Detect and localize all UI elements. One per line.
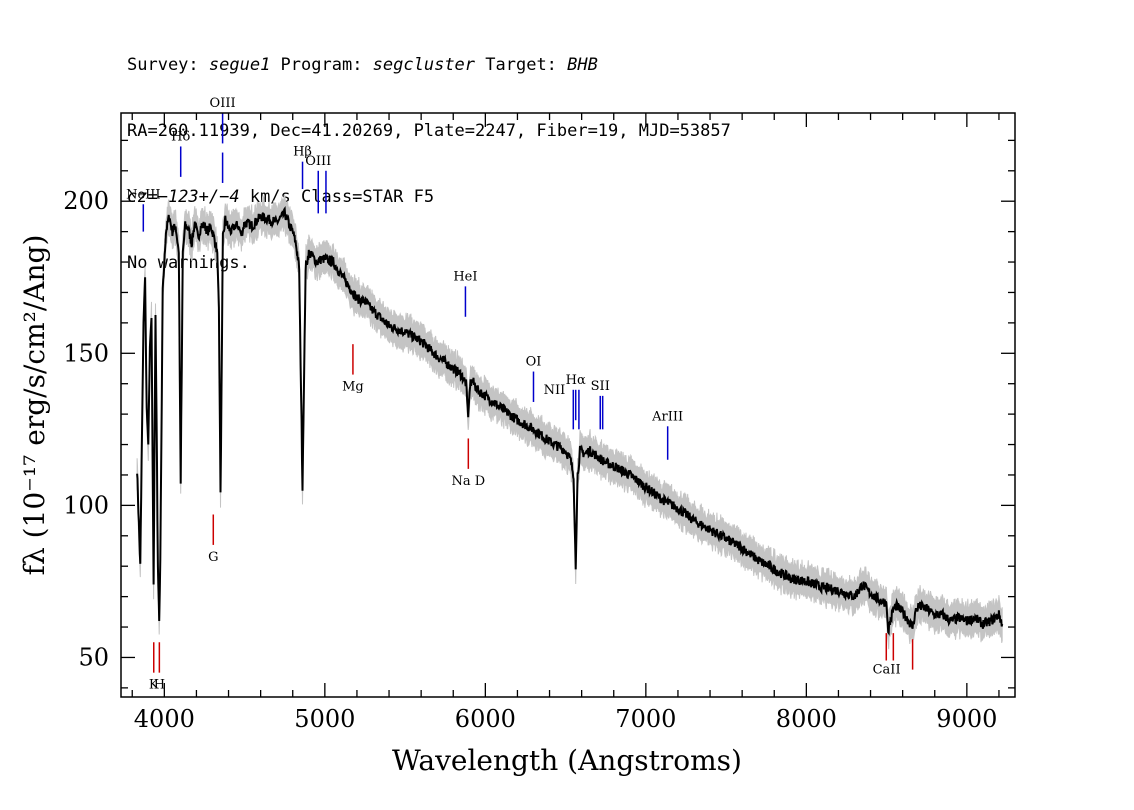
survey-label: Survey: <box>127 55 209 75</box>
flux-layer <box>136 205 1004 636</box>
program-label: Program: <box>270 55 373 75</box>
axis-ticks-layer: 4000 5000 6000 7000 8000 9000 50 100 150 200 <box>63 113 1015 733</box>
redshift-value: cz=−123+/−4 <box>127 187 240 207</box>
spectral-line-label: G <box>208 550 218 565</box>
x-tick-label: 8000 <box>776 705 837 733</box>
spectral-line-label: K <box>149 678 159 693</box>
spectral-line-label: OIII <box>305 154 331 169</box>
x-tick-label: 7000 <box>615 705 676 733</box>
plot-frame <box>120 112 1016 698</box>
target-label: Target: <box>475 55 568 75</box>
spectral-line-label: NeIII <box>126 187 160 202</box>
spectral-line-label: OI <box>526 355 542 370</box>
survey-value: segue1 <box>208 55 271 75</box>
spectral-line-label: Hβ <box>293 145 312 160</box>
x-tick-label: 9000 <box>936 705 997 733</box>
error-band <box>136 194 1003 650</box>
spectral-line-label: NII <box>544 383 566 398</box>
error-band-layer <box>136 194 1003 650</box>
x-axis-label: Wavelength (Angstroms) <box>392 744 742 777</box>
x-tick-label: 5000 <box>294 705 355 733</box>
y-tick-label: 200 <box>63 187 109 215</box>
y-axis-label: fλ (10⁻¹⁷ erg/s/cm²/Ang) <box>18 235 51 576</box>
spectral-line-label: Hδ <box>171 129 190 144</box>
header-line-2: RA=260.11939, Dec=41.20269, Plate=2247, … <box>127 121 731 141</box>
spectral-line-label: SII <box>591 379 610 394</box>
flux-series-line <box>136 205 1004 636</box>
y-tick-label: 100 <box>63 491 109 519</box>
spectral-line-label: CaII <box>873 663 901 678</box>
target-value: BHB <box>567 55 598 75</box>
y-tick-label: 50 <box>78 643 109 671</box>
program-value: segcluster <box>372 55 476 75</box>
spectral-line-label: Mg <box>342 380 364 395</box>
x-tick-label: 4000 <box>134 705 195 733</box>
header-line-1: Survey: segue1 Program: segcluster Targe… <box>127 54 731 76</box>
spectral-line-label: Hα <box>566 373 586 388</box>
spectral-line-label: ArIII <box>651 409 683 424</box>
spectral-line-label: Na D <box>451 474 485 489</box>
spectral-line-label: OIII <box>210 96 236 111</box>
header-line-4: No warnings. <box>127 253 250 273</box>
x-tick-label: 6000 <box>455 705 516 733</box>
spectral-line-label: HeI <box>453 269 477 284</box>
y-tick-label: 150 <box>63 339 109 367</box>
spectral-line-label: H <box>154 678 165 693</box>
